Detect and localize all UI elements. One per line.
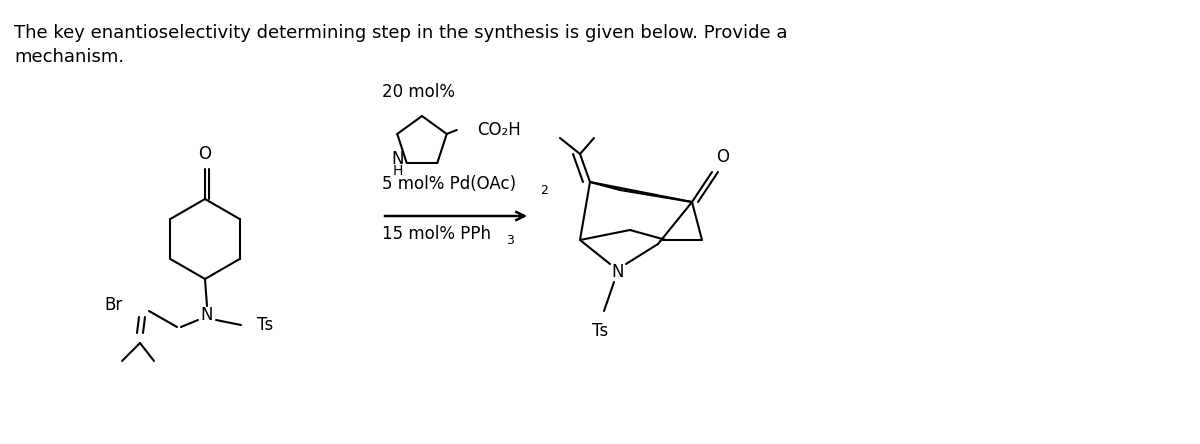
Text: Ts: Ts [257, 316, 274, 334]
Text: 2: 2 [540, 183, 548, 197]
Text: 15 mol% PPh: 15 mol% PPh [382, 225, 491, 243]
Text: The key enantioselectivity determining step in the synthesis is given below. Pro: The key enantioselectivity determining s… [14, 24, 787, 42]
Text: Br: Br [104, 296, 122, 314]
Text: CO₂H: CO₂H [476, 121, 521, 139]
Text: Ts: Ts [592, 322, 608, 340]
Text: O: O [716, 148, 730, 166]
Text: H: H [392, 163, 403, 178]
Text: 5 mol% Pd(OAc): 5 mol% Pd(OAc) [382, 175, 516, 193]
Text: N: N [612, 263, 624, 281]
Text: mechanism.: mechanism. [14, 48, 124, 66]
Text: 3: 3 [506, 234, 514, 246]
Text: N: N [391, 150, 404, 167]
Text: N: N [200, 306, 214, 324]
Text: O: O [198, 145, 211, 163]
Text: 20 mol%: 20 mol% [382, 83, 455, 101]
